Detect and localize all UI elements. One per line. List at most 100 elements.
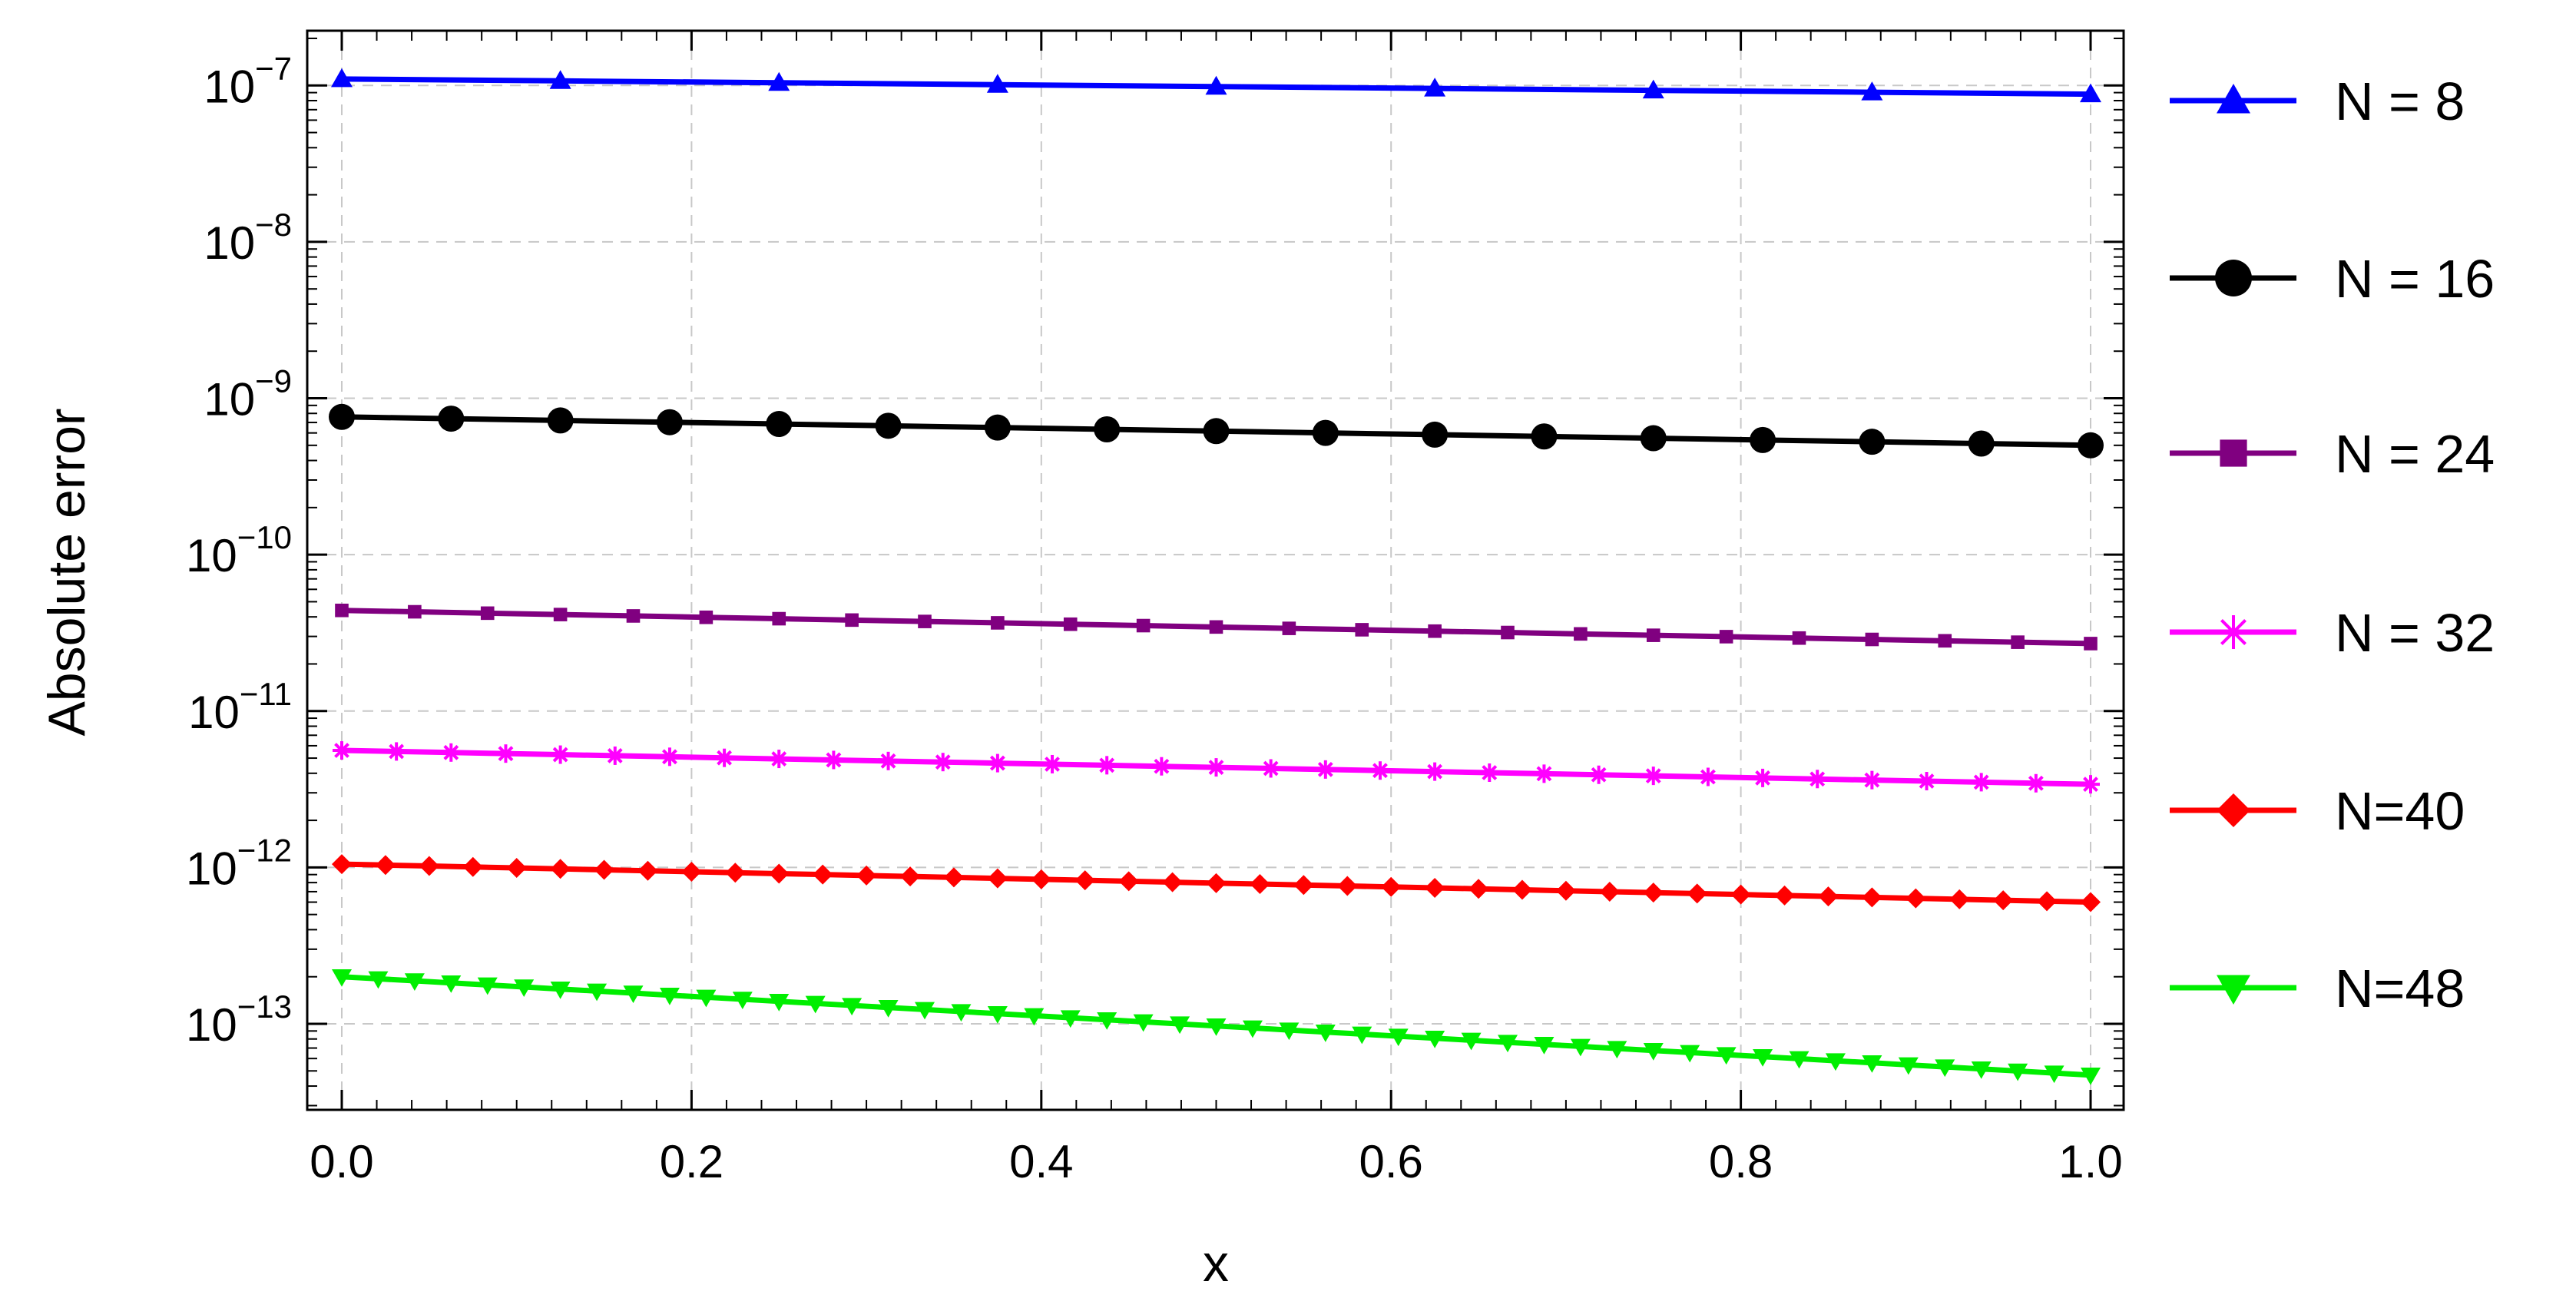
data-point-marker: [1792, 631, 1806, 645]
data-point-marker: [1282, 621, 1296, 635]
data-point-marker: [1425, 877, 1445, 898]
data-point-marker: [875, 412, 902, 439]
legend-label: N = 8: [2335, 71, 2465, 131]
data-point-marker: [1422, 421, 1449, 448]
data-point-marker: [335, 603, 349, 618]
data-point-marker: [1534, 1037, 1555, 1055]
data-point-marker: [1043, 754, 1062, 773]
data-point-marker: [1316, 760, 1335, 779]
data-point-marker: [387, 742, 406, 761]
data-point-marker: [496, 744, 515, 763]
data-point-marker: [1279, 1022, 1300, 1041]
data-point-marker: [331, 68, 353, 88]
data-point-marker: [375, 855, 396, 876]
data-point-marker: [1949, 889, 1970, 909]
data-point-marker: [856, 865, 877, 886]
data-point-marker: [1381, 876, 1402, 897]
series-1: [331, 68, 2101, 103]
data-point-marker: [2037, 891, 2058, 912]
legend-marker: [2217, 615, 2250, 649]
data-point-marker: [951, 1004, 972, 1022]
data-point-marker: [550, 981, 571, 999]
data-point-marker: [333, 741, 351, 760]
data-point-marker: [551, 745, 570, 764]
data-point-marker: [1570, 1038, 1591, 1057]
data-point-marker: [1094, 416, 1121, 442]
y-tick-label: 10−7: [204, 50, 292, 112]
data-point-marker: [2044, 1065, 2064, 1084]
legend-marker: [2217, 84, 2250, 114]
data-point-marker: [1640, 425, 1667, 452]
data-point-marker: [441, 975, 462, 993]
data-point-marker: [1170, 1016, 1190, 1035]
data-point-marker: [1859, 429, 1886, 455]
data-point-marker: [626, 609, 641, 623]
data-point-marker: [1098, 756, 1117, 775]
data-point-marker: [1589, 765, 1608, 784]
data-point-marker: [1261, 759, 1280, 778]
data-point-marker: [2008, 1063, 2028, 1081]
data-point-marker: [915, 1002, 935, 1020]
data-point-marker: [1750, 426, 1776, 453]
data-point-marker: [419, 856, 439, 876]
data-point-marker: [2080, 83, 2101, 103]
data-point-marker: [656, 409, 683, 435]
data-point-marker: [769, 993, 790, 1012]
data-point-marker: [918, 614, 932, 628]
data-point-marker: [332, 854, 352, 875]
data-point-marker: [1031, 869, 1051, 889]
data-point-marker: [1719, 630, 1733, 644]
data-point-marker: [623, 985, 644, 1004]
legend-label: N = 16: [2335, 249, 2495, 309]
data-point-marker: [1646, 628, 1660, 642]
data-point-marker: [879, 751, 898, 770]
series-4: [333, 741, 2100, 794]
data-point-marker: [1511, 879, 1532, 900]
x-tick-label: 0.0: [310, 1136, 373, 1187]
data-point-marker: [1555, 880, 1576, 901]
data-point-marker: [1388, 1028, 1409, 1047]
data-point-marker: [547, 407, 574, 434]
data-point-marker: [824, 750, 843, 770]
data-point-marker: [769, 863, 790, 884]
data-point-marker: [1971, 1061, 1992, 1079]
data-point-marker: [1825, 1053, 1846, 1071]
data-point-marker: [1205, 75, 1227, 95]
legend-item: N=48: [2170, 959, 2465, 1018]
data-point-marker: [1938, 634, 1952, 648]
data-point-marker: [766, 411, 793, 438]
data-point-marker: [1097, 1012, 1117, 1030]
x-tick-label: 1.0: [2058, 1136, 2122, 1187]
data-point-marker: [1607, 1041, 1627, 1059]
data-point-marker: [943, 867, 964, 888]
series-3: [335, 603, 2098, 651]
legend-marker: [2217, 793, 2250, 827]
data-point-marker: [772, 611, 786, 626]
data-point-marker: [1209, 620, 1223, 634]
data-point-marker: [1642, 79, 1664, 99]
legend-item: N = 32: [2170, 603, 2495, 663]
data-point-marker: [2081, 775, 2100, 794]
data-point-marker: [1203, 418, 1230, 445]
data-point-marker: [1352, 1026, 1372, 1045]
y-tick-label: 10−8: [204, 207, 292, 269]
data-point-marker: [1207, 758, 1226, 777]
data-point-marker: [550, 859, 571, 879]
data-point-marker: [1906, 888, 1926, 909]
data-point-marker: [1242, 1020, 1263, 1038]
y-tick-labels: 10−7 10−8 10−9 10−10 10−11 10−12 10−13: [186, 50, 292, 1051]
data-point-marker: [1498, 1035, 1518, 1053]
data-point-marker: [1935, 1059, 1955, 1078]
data-point-marker: [813, 864, 833, 885]
data-point-marker: [1753, 1049, 1773, 1067]
legend-label: N = 24: [2335, 424, 2495, 484]
data-point-marker: [1060, 1010, 1081, 1028]
data-point-marker: [1531, 423, 1558, 450]
data-point-marker: [477, 977, 498, 995]
series-markers: [333, 741, 2100, 794]
data-point-marker: [1370, 761, 1389, 780]
data-point-marker: [1862, 1055, 1882, 1073]
data-point-marker: [659, 987, 680, 1005]
series-2: [329, 403, 2104, 459]
